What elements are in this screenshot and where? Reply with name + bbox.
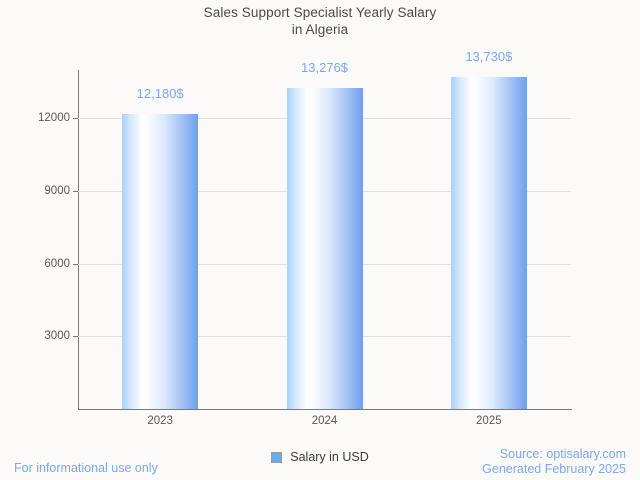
bar-value-label: 13,730$ (465, 48, 513, 64)
bar-value-label: 13,276$ (301, 59, 348, 75)
footer-disclaimer: For informational use only (14, 461, 158, 475)
chart-title-line-1: Sales Support Specialist Yearly Salary (203, 5, 437, 20)
legend-swatch-icon (271, 451, 283, 463)
y-axis-tick-mark (73, 263, 78, 265)
y-axis-tick-mark (73, 118, 78, 120)
x-axis-line (78, 409, 572, 410)
bar[interactable] (286, 87, 363, 409)
legend-item-label: Salary in USD (290, 450, 369, 464)
y-axis-tick-mark (73, 191, 78, 193)
x-axis-tick-label: 2023 (147, 415, 173, 427)
y-axis-tick-label: 3000 (44, 330, 70, 343)
y-axis-tick-mark (73, 336, 78, 338)
x-axis-tick-label: 2025 (476, 415, 502, 427)
y-axis-line (78, 70, 79, 410)
footer-source: Source: optisalary.com Generated Februar… (482, 447, 626, 477)
bar-value-label: 12,180$ (136, 86, 184, 102)
y-axis-tick-label: 12000 (38, 112, 70, 125)
bar[interactable] (122, 114, 199, 409)
footer-source-line: Source: optisalary.com (499, 447, 626, 461)
footer-generated-line: Generated February 2025 (482, 462, 626, 476)
chart-title: Sales Support Specialist Yearly Salary i… (0, 4, 640, 38)
bar[interactable] (450, 76, 527, 409)
y-axis-tick-label: 9000 (44, 185, 70, 198)
y-axis-tick-label: 6000 (44, 257, 70, 270)
chart-legend: Salary in USD (0, 450, 640, 464)
plot-area (73, 70, 571, 409)
x-axis-tick-label: 2024 (311, 415, 338, 427)
chart-title-line-2: in Algeria (291, 22, 349, 37)
